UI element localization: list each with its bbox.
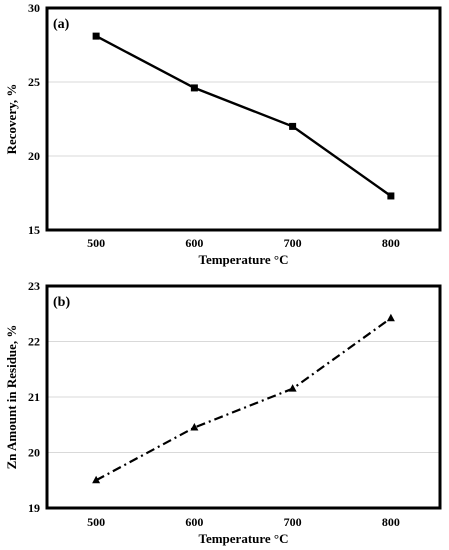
y-tick-label-a: 20 <box>28 149 40 163</box>
data-point-b <box>288 384 297 392</box>
x-axis-title-a: Temperature °C <box>198 252 288 267</box>
data-point-b <box>92 475 101 484</box>
data-point-a <box>387 192 395 200</box>
data-point-a <box>190 84 198 92</box>
y-tick-label-a: 25 <box>28 75 40 89</box>
y-tick-label-b: 22 <box>28 335 40 349</box>
series-line-b <box>95 317 392 482</box>
x-tick-label-b: 700 <box>284 515 302 529</box>
gridlines-a <box>47 81 440 157</box>
x-tick-labels-b: 500 600 700 800 <box>87 515 400 529</box>
y-tick-label-a: 15 <box>28 223 40 237</box>
panel-label-a: (a) <box>53 17 70 32</box>
data-point-b <box>386 313 395 322</box>
panel-label-b: (b) <box>53 295 70 310</box>
data-point-b <box>190 423 199 431</box>
series-line-a <box>95 35 392 197</box>
gridlines-b <box>47 341 440 453</box>
chart-panel-b: 19 20 21 22 23 500 600 700 800 (b) Temperature … <box>4 279 442 546</box>
y-tick-label-b: 20 <box>28 446 40 460</box>
plot-frame-a <box>45 6 442 232</box>
chart-panel-a: 15 20 25 30 500 600 700 800 (a) Temperature °C… <box>4 1 442 267</box>
y-tick-labels-b: 19 20 21 22 23 <box>28 279 40 515</box>
x-axis-title-b: Temperature °C <box>198 531 288 546</box>
y-tick-label-b: 21 <box>28 390 40 404</box>
y-axis-title-b: Zn Amount in Residue, % <box>4 325 19 470</box>
x-tick-label-a: 800 <box>382 236 400 250</box>
y-tick-labels-a: 15 20 25 30 <box>28 1 40 237</box>
series-a <box>92 32 395 200</box>
x-tick-label-b: 500 <box>87 515 105 529</box>
x-tick-label-a: 700 <box>284 236 302 250</box>
x-tick-label-a: 600 <box>185 236 203 250</box>
x-tick-label-b: 800 <box>382 515 400 529</box>
series-b <box>92 313 395 484</box>
x-tick-labels-a: 500 600 700 800 <box>87 236 400 250</box>
y-tick-label-b: 19 <box>28 501 40 515</box>
plot-frame-b <box>45 284 442 510</box>
data-point-a <box>289 122 297 130</box>
x-tick-label-a: 500 <box>87 236 105 250</box>
y-tick-label-a: 30 <box>28 1 40 15</box>
x-tick-label-b: 600 <box>185 515 203 529</box>
y-tick-label-b: 23 <box>28 279 40 293</box>
y-axis-title-a: Recovery, % <box>4 84 19 155</box>
data-point-a <box>92 32 100 40</box>
